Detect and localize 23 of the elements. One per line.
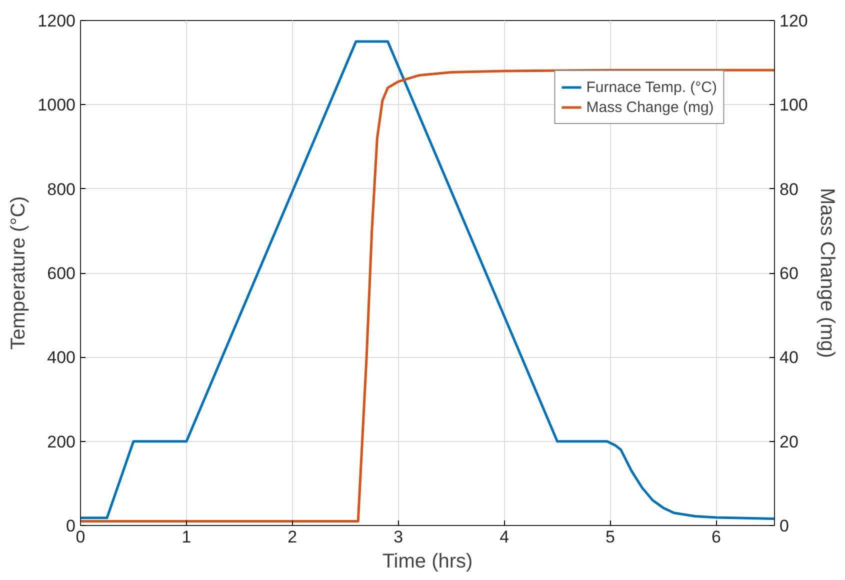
y2-axis-title: Mass Change (mg) — [816, 188, 838, 358]
y-tick-label: 200 — [47, 432, 76, 452]
y-tick-label: 600 — [47, 264, 76, 283]
x-tick-label: 1 — [182, 528, 192, 546]
y2-tick-label: 80 — [780, 180, 798, 199]
y2-tick-label: 40 — [780, 348, 798, 368]
y-axis-title: Temperature (°C) — [8, 196, 30, 350]
y-tick-label: 400 — [47, 348, 76, 368]
y2-tick-label: 120 — [780, 12, 808, 30]
x-tick-label: 3 — [394, 528, 404, 546]
legend-label: Mass Change (mg) — [586, 98, 714, 116]
y2-tick-label: 100 — [780, 96, 808, 115]
y2-tick-label: 20 — [780, 432, 798, 452]
y-tick-label: 1200 — [38, 12, 76, 30]
x-tick-label: 6 — [712, 528, 721, 546]
x-axis-title: Time (hrs) — [382, 550, 473, 572]
x-tick-label: 2 — [288, 528, 298, 546]
y-tick-label: 800 — [47, 180, 76, 199]
legend-label: Furnace Temp. (°C) — [586, 78, 717, 96]
y2-tick-label: 60 — [780, 264, 798, 283]
x-tick-label: 4 — [500, 528, 510, 546]
x-tick-label: 5 — [606, 528, 616, 546]
y-tick-label: 1000 — [38, 96, 76, 115]
